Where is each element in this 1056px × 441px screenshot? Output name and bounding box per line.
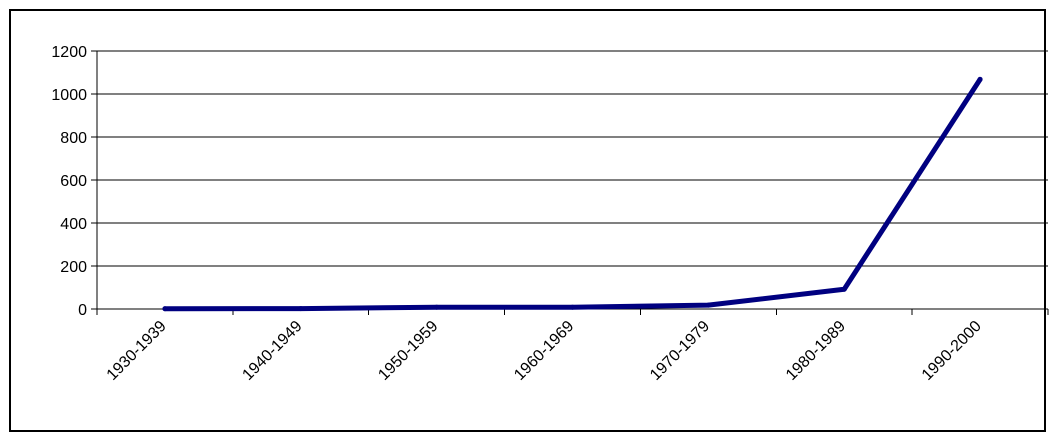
x-tick-label: 1950-1959 (375, 318, 441, 384)
y-tick-label: 800 (60, 130, 87, 147)
x-tick-labels: 1930-1939 1940-1949 1950-1959 1960-1969 1970… (104, 318, 985, 384)
x-tick-label: 1970-1979 (647, 318, 713, 384)
data-point (298, 306, 304, 312)
y-tick-labels: 0 200 400 600 800 1000 1200 (51, 44, 87, 319)
data-point (162, 306, 168, 312)
x-tick-label: 1940-1949 (239, 318, 305, 384)
gridlines (97, 50, 1048, 267)
x-tick-label: 1980-1989 (783, 318, 849, 384)
chart-frame (9, 9, 1046, 432)
y-tick-label: 200 (60, 259, 87, 276)
data-point (570, 304, 575, 310)
data-point (705, 302, 711, 308)
x-tick-label: 1930-1939 (104, 318, 170, 384)
data-point (977, 76, 983, 82)
data-point (434, 304, 440, 310)
data-point (841, 286, 847, 292)
y-tick-label: 1000 (51, 87, 87, 104)
series (162, 76, 983, 312)
y-tick-label: 1200 (51, 44, 87, 61)
x-tick-label: 1960-1969 (511, 318, 577, 384)
y-tick-label: 600 (60, 173, 87, 190)
y-tick-label: 0 (78, 302, 87, 319)
y-tick-label: 400 (60, 216, 87, 233)
series-line (162, 76, 983, 312)
x-tick-label: 1990-2000 (919, 318, 985, 384)
axes (91, 50, 1049, 315)
